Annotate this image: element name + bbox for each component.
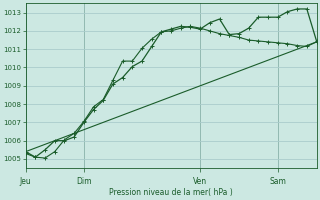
- X-axis label: Pression niveau de la mer( hPa ): Pression niveau de la mer( hPa ): [109, 188, 233, 197]
